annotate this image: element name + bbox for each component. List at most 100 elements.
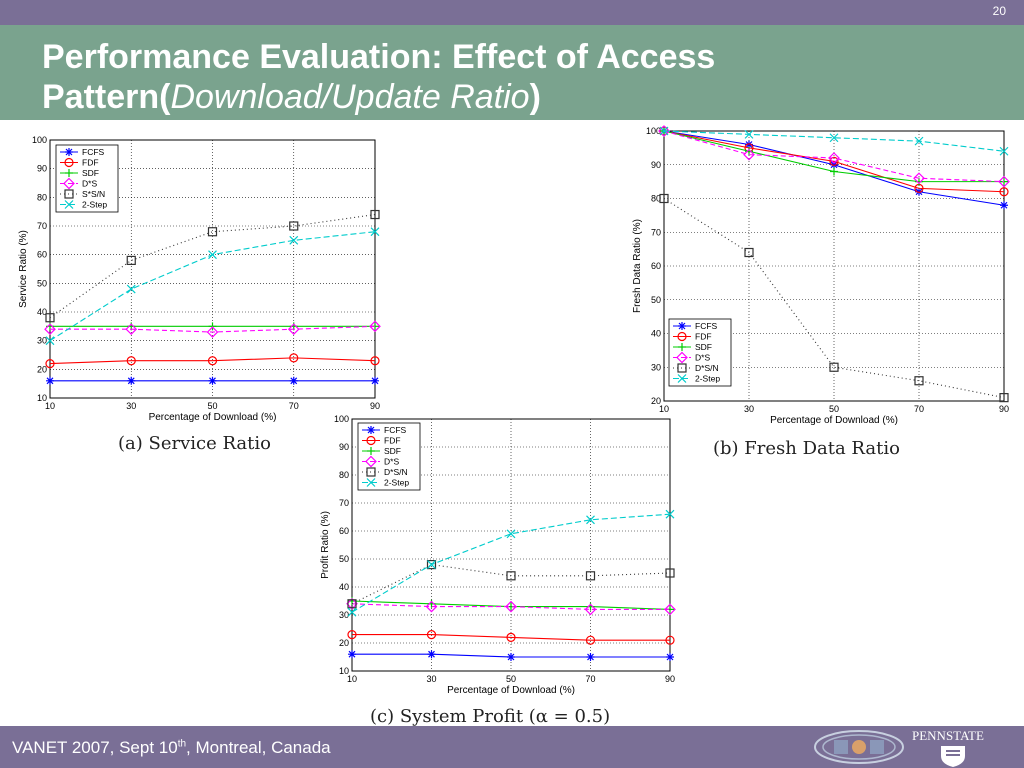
data-point	[206, 326, 219, 338]
data-point	[829, 362, 839, 372]
data-point	[586, 653, 595, 661]
data-point	[427, 650, 436, 659]
x-tick-label: 30	[426, 674, 436, 684]
data-point	[427, 560, 436, 570]
data-point	[46, 376, 54, 385]
y-axis-label: Fresh Data Ratio (%)	[632, 219, 643, 313]
data-point	[207, 227, 218, 237]
series-line	[663, 130, 1005, 193]
legend-label: 2-Step	[384, 478, 409, 488]
x-tick-label: 10	[347, 674, 357, 684]
data-point	[506, 529, 516, 539]
data-point	[289, 235, 299, 245]
data-point	[208, 376, 217, 385]
slide-number: 20	[992, 4, 1006, 18]
data-point	[999, 146, 1009, 156]
series-D*S	[658, 125, 1010, 188]
series-2-Step	[659, 126, 1009, 156]
y-tick-label: 70	[37, 221, 47, 231]
data-point	[127, 376, 136, 385]
caption-c: (c) System Profit (α = 0.5)	[370, 706, 611, 727]
shield-icon	[941, 746, 965, 767]
series-line	[663, 130, 1005, 183]
data-point	[585, 571, 596, 581]
legend-label: S*S/N	[82, 189, 105, 199]
x-tick-label: 50	[829, 404, 839, 414]
y-tick-label: 100	[334, 414, 349, 424]
series-FDF	[45, 353, 380, 369]
legend-label: D*S/N	[695, 363, 719, 373]
x-tick-label: 30	[744, 404, 754, 414]
title-italic: Download/Update Ratio	[170, 78, 530, 116]
data-point	[915, 187, 923, 196]
data-point	[425, 600, 438, 613]
legend-label: FDF	[695, 332, 712, 342]
legend-marker	[64, 200, 74, 209]
y-tick-label: 50	[651, 295, 661, 305]
series-FCFS	[46, 376, 379, 385]
data-point	[289, 221, 299, 231]
y-tick-label: 40	[339, 582, 349, 592]
data-point	[45, 359, 55, 369]
y-tick-label: 60	[37, 250, 47, 260]
data-point	[347, 607, 357, 617]
title-bar	[0, 25, 1024, 120]
legend-marker	[64, 189, 74, 199]
data-point	[348, 650, 356, 659]
data-point	[999, 393, 1009, 403]
data-point	[369, 320, 381, 333]
title-end: )	[529, 78, 541, 116]
data-point	[913, 172, 925, 185]
footer-text: VANET 2007, Sept 10th, Montreal, Canada	[12, 738, 331, 758]
data-point	[1000, 201, 1008, 210]
data-point	[506, 632, 516, 642]
data-point	[584, 603, 597, 616]
legend-label: D*S/N	[384, 467, 408, 477]
mcn-logo-icon	[814, 730, 904, 764]
legend-label: FDF	[384, 436, 401, 446]
y-tick-label: 90	[37, 164, 47, 174]
x-tick-label: 30	[126, 401, 136, 411]
legend-label: SDF	[82, 168, 99, 178]
legend-marker	[366, 467, 376, 477]
footer-sup: th	[177, 738, 187, 750]
legend-label: D*S	[695, 353, 710, 363]
data-point	[745, 140, 753, 149]
data-point	[914, 136, 924, 146]
data-point	[666, 653, 674, 661]
legend-marker	[678, 322, 686, 330]
y-tick-label: 30	[651, 362, 661, 372]
data-point	[371, 376, 379, 385]
data-point	[506, 571, 516, 581]
legend-label: D*S	[384, 457, 399, 467]
data-point	[370, 227, 380, 237]
top-bar: 20	[0, 0, 1024, 25]
data-point	[743, 148, 755, 161]
pennstate-logo-text: PENNSTATE	[912, 728, 984, 743]
y-tick-label: 60	[651, 261, 661, 271]
legend-marker	[63, 177, 75, 190]
x-axis-label: Percentage of Download (%)	[447, 685, 575, 696]
legend-label: 2-Step	[695, 374, 720, 384]
series-line	[50, 325, 376, 333]
x-tick-label: 50	[506, 674, 516, 684]
legend-label: SDF	[695, 342, 712, 352]
data-point	[126, 284, 136, 294]
caption-b: (b) Fresh Data Ratio	[713, 438, 900, 459]
data-point	[126, 255, 136, 265]
data-point	[665, 568, 675, 578]
data-point	[208, 250, 217, 260]
series-FDF	[347, 630, 675, 645]
series-2-Step	[347, 509, 675, 617]
data-point	[370, 209, 380, 220]
data-point	[44, 323, 56, 336]
y-axis-label: Service Ratio (%)	[18, 230, 29, 308]
data-point	[207, 356, 218, 366]
footer-suffix: , Montreal, Canada	[186, 738, 331, 757]
y-tick-label: 80	[37, 192, 47, 202]
data-point	[45, 313, 55, 323]
data-point	[426, 630, 437, 640]
x-tick-label: 90	[665, 674, 675, 684]
legend-marker	[365, 455, 377, 468]
